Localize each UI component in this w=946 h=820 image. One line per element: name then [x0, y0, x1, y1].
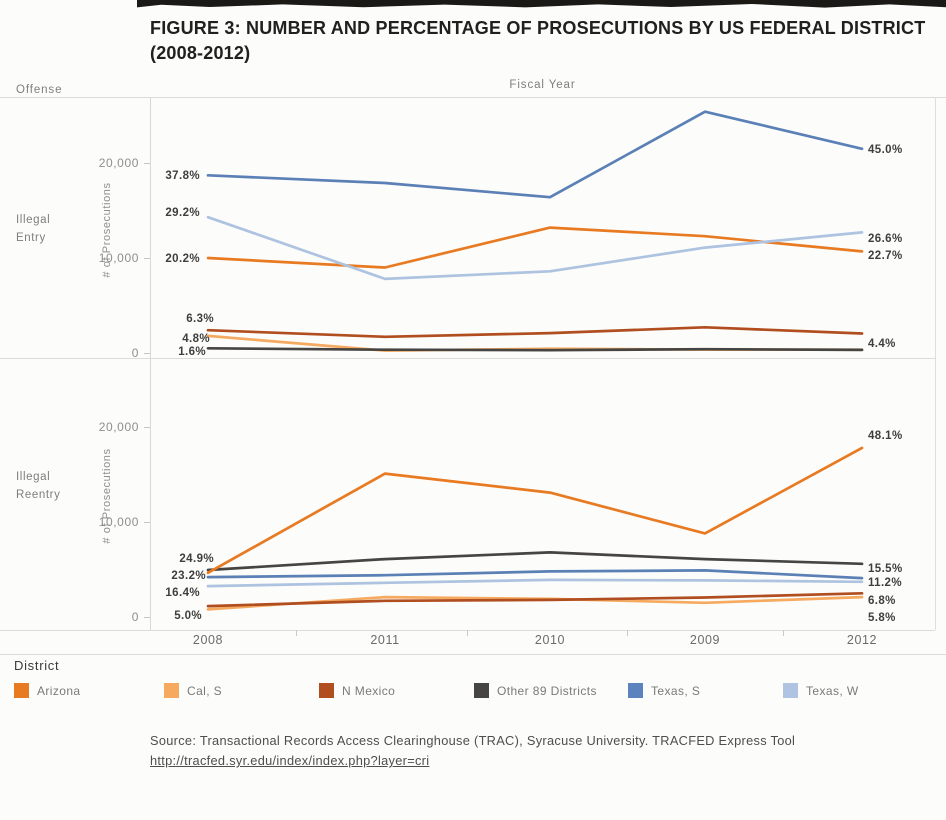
pct-label-arizona-right: 22.7% [868, 250, 903, 262]
pct-label-texas-s-left: 37.8% [165, 170, 200, 182]
scan-edge-artifact [137, 0, 946, 8]
series-line-texas-w[interactable] [206, 578, 864, 588]
legend-item-texas-s[interactable]: Texas, S [628, 682, 700, 699]
series-line-arizona[interactable] [206, 226, 864, 269]
x-axis-tick-mark [296, 630, 297, 636]
illegal-entry-panel: 0 10,000 20,000 # of Prosecutions 37.8% 29.2%… [99, 97, 936, 358]
illegal-reentry-panel: 0 10,000 20,000 # of Prosecutions 24.9% 23.2%… [99, 358, 936, 630]
pct-label-texas-w-right: 26.6% [868, 233, 903, 245]
legend-item-arizona[interactable]: Arizona [14, 682, 81, 699]
series-line-other-89-districts[interactable] [206, 346, 864, 352]
pct-label-other-89-districts-left: 24.9% [179, 553, 214, 565]
legend-item-texas-w[interactable]: Texas, W [783, 682, 859, 699]
y-axis-title: # of Prosecutions [101, 448, 113, 543]
series-line-n-mexico[interactable] [206, 325, 864, 339]
legend-item-other-89-districts[interactable]: Other 89 Districts [474, 682, 597, 699]
pct-label-cal-s-right: 5.8% [868, 612, 896, 624]
fiscal-year-dimension-label: Fiscal Year [509, 79, 576, 91]
y-tick-label: 20,000 [99, 420, 139, 434]
series-line-texas-s[interactable] [206, 110, 864, 199]
pct-label-texas-w-left: 16.4% [165, 587, 200, 599]
pct-label-n-mexico-left: 6.3% [186, 313, 214, 325]
row-label-illegal-entry: Illegal Entry [16, 214, 51, 245]
pct-label-arizona-left: 23.2% [171, 570, 206, 582]
header-divider [0, 97, 946, 98]
source-note: Source: Transactional Records Access Cle… [150, 731, 940, 772]
legend-swatch-n-mexico [319, 683, 334, 699]
legend-swatch-cal-s [164, 683, 179, 699]
axis-footer-divider [0, 654, 946, 655]
legend-item-cal-s[interactable]: Cal, S [164, 682, 222, 699]
offense-dimension-label: Offense [16, 84, 63, 96]
legend-swatch-other-89-districts [474, 683, 489, 699]
pct-label-other-89-districts-left: 1.6% [178, 346, 206, 358]
pct-label-texas-w-left: 29.2% [165, 207, 200, 219]
pct-label-cal-s-left: 4.8% [182, 333, 210, 345]
x-axis-tick-mark [467, 630, 468, 636]
pct-label-n-mexico-right: 4.4% [868, 338, 896, 350]
pct-label-arizona-left: 20.2% [165, 253, 200, 265]
series-line-texas-w[interactable] [206, 215, 864, 281]
x-tick-2008: 2008 [192, 633, 224, 647]
figure-title-line1: FIGURE 3: NUMBER AND PERCENTAGE OF PROSE… [150, 18, 926, 38]
x-tick-2010: 2010 [534, 633, 566, 647]
legend-item-n-mexico[interactable]: N Mexico [319, 682, 395, 699]
legend-swatch-arizona [14, 683, 29, 699]
source-text: Source: Transactional Records Access Cle… [150, 733, 796, 748]
x-axis-tick-mark [627, 630, 628, 636]
y-axis-title: # of Prosecutions [101, 182, 113, 277]
pct-label-other-89-districts-right: 15.5% [868, 563, 903, 575]
x-tick-2011: 2011 [370, 633, 400, 647]
figure-title: FIGURE 3: NUMBER AND PERCENTAGE OF PROSE… [150, 16, 946, 66]
y-tick-label: 20,000 [99, 156, 139, 170]
series-line-other-89-districts[interactable] [206, 551, 864, 572]
legend-swatch-texas-w [783, 683, 798, 699]
pct-label-texas-s-right: 11.2% [868, 577, 902, 589]
y-tick-label: 10,000 [99, 515, 139, 529]
series-line-n-mexico[interactable] [206, 591, 864, 608]
y-tick-label: 0 [132, 346, 139, 358]
series-line-texas-s[interactable] [206, 569, 864, 580]
pct-label-arizona-right: 48.1% [868, 430, 903, 442]
legend-title: District [14, 658, 60, 673]
x-tick-2012: 2012 [846, 633, 878, 647]
y-tick-label: 10,000 [99, 251, 139, 265]
series-line-arizona[interactable] [206, 446, 864, 575]
legend-swatch-texas-s [628, 683, 643, 699]
pct-label-texas-s-right: 45.0% [868, 144, 903, 156]
row-label-illegal-reentry: Illegal Reentry [16, 471, 61, 502]
x-axis-tick-mark [783, 630, 784, 636]
source-link[interactable]: http://tracfed.syr.edu/index/index.php?l… [150, 753, 430, 769]
y-tick-label: 0 [132, 610, 139, 624]
panel-divider [0, 358, 935, 359]
pct-label-n-mexico-right: 6.8% [868, 595, 896, 607]
pct-label-cal-s-left: 5.0% [174, 610, 202, 622]
figure-title-line2: (2008-2012) [150, 42, 251, 63]
x-tick-2009: 2009 [689, 633, 721, 647]
